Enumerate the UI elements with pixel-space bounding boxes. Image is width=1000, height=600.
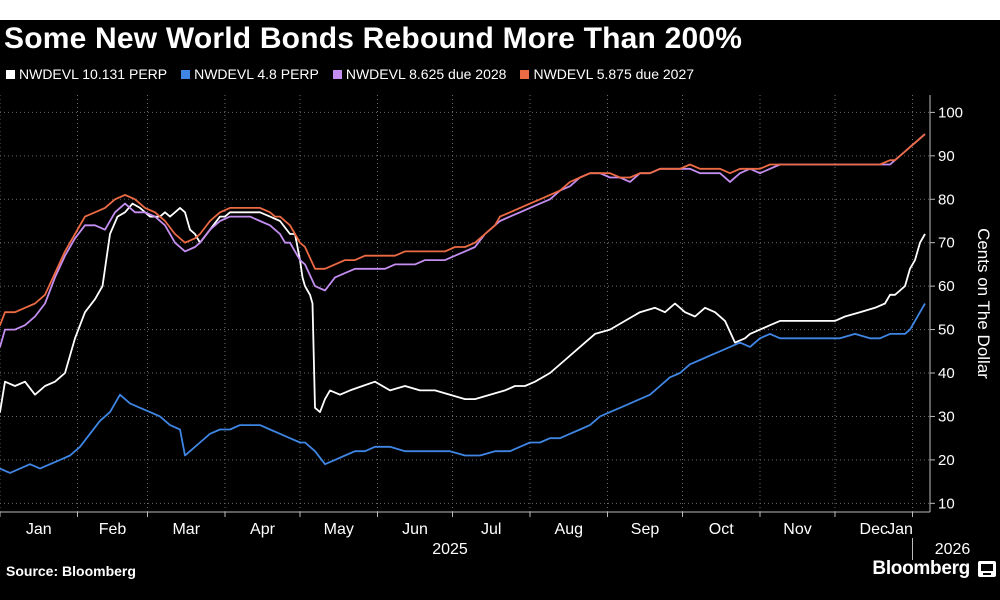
source-label: Source: Bloomberg <box>6 563 136 579</box>
series-line-3 <box>0 134 925 325</box>
bloomberg-terminal-icon <box>978 561 996 577</box>
x-tick-label: Jul <box>481 521 501 538</box>
y-axis-title: Cents on The Dollar <box>974 228 993 379</box>
x-tick-label: Dec <box>860 521 888 538</box>
x-tick-label: Feb <box>99 521 127 538</box>
x-tick-label: Jan <box>26 521 52 538</box>
y-tick-label: 30 <box>938 408 955 425</box>
y-tick-label: 10 <box>938 495 955 512</box>
y-tick-label: 100 <box>938 104 963 121</box>
x-tick-label: Nov <box>783 521 811 538</box>
x-tick-label: Jan <box>887 521 913 538</box>
brand-logo: Bloomberg <box>872 558 970 580</box>
year-label: 2026 <box>935 541 971 558</box>
x-tick-label: May <box>324 521 354 538</box>
x-tick-label: Mar <box>172 521 200 538</box>
year-label: 2025 <box>432 541 468 558</box>
y-tick-label: 70 <box>938 235 955 252</box>
y-tick-label: 20 <box>938 452 955 469</box>
series-line-1 <box>0 304 925 473</box>
y-tick-label: 60 <box>938 278 955 295</box>
line-chart: 10 20 30 40 50 60 70 80 90 100 Cents on The Dollar… <box>0 0 1000 600</box>
y-tick-label: 50 <box>938 322 955 339</box>
x-tick-label: Aug <box>555 521 583 538</box>
x-tick-label: Apr <box>250 521 276 538</box>
x-tick-label: Oct <box>709 521 734 538</box>
y-tick-label: 90 <box>938 148 955 165</box>
x-tick-label: Jun <box>402 521 428 538</box>
y-tick-label: 80 <box>938 191 955 208</box>
series-line-2 <box>0 134 925 347</box>
series-line-0 <box>0 204 925 413</box>
y-tick-label: 40 <box>938 365 955 382</box>
x-tick-label: Sep <box>631 521 660 538</box>
